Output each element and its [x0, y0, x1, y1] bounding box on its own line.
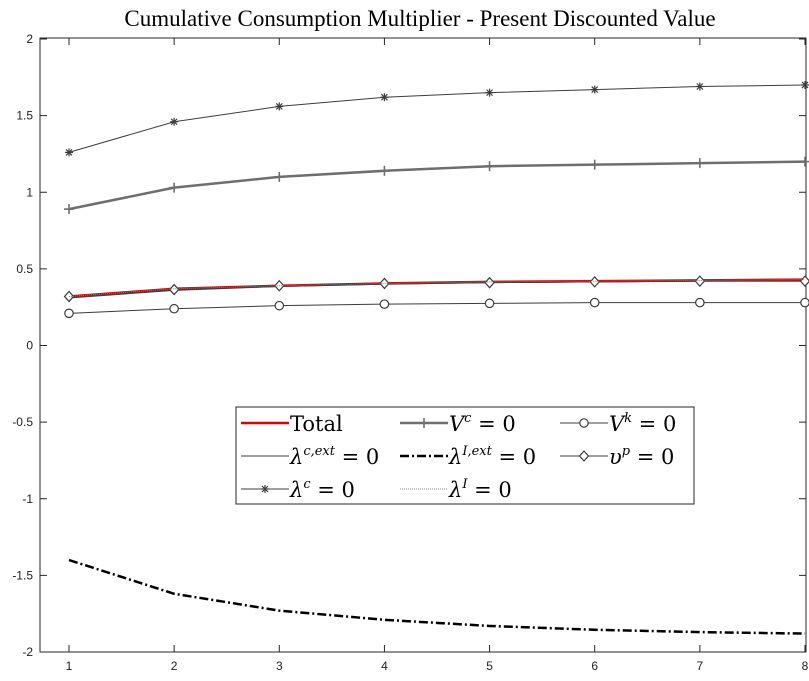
series-6-point: [589, 276, 601, 288]
legend-item-7-marker: [261, 485, 269, 493]
series-7-point: [590, 85, 599, 94]
series-8: [68, 279, 806, 297]
series-2-point: [379, 165, 390, 176]
legend-item-4-label: λc,ext = 0: [289, 444, 379, 469]
chart-title: Cumulative Consumption Multiplier - Pres…: [124, 6, 715, 31]
x-tick-label: 3: [276, 659, 283, 673]
series-2: [64, 156, 809, 215]
x-tick-label: 7: [697, 659, 704, 673]
x-tick-label: 5: [486, 659, 493, 673]
y-tick-label: 0: [26, 339, 33, 353]
x-tick-label: 4: [381, 659, 388, 673]
series-7-point: [485, 88, 494, 97]
series-3: [64, 297, 809, 319]
y-tick-label: -1.5: [12, 568, 33, 582]
series-2-point: [694, 158, 705, 169]
y-tick-label: 1.5: [16, 109, 33, 123]
legend-item-6: υp = 0: [560, 444, 674, 469]
legend-item-7: λc = 0: [241, 477, 355, 502]
legend-item-5: λI,ext = 0: [400, 444, 536, 469]
series-6-point: [484, 276, 495, 289]
legend-item-1: Total: [241, 412, 343, 436]
legend-item-2-label: Vc = 0: [449, 411, 516, 436]
legend-item-6-label: υp = 0: [609, 444, 674, 469]
series-3-line: [68, 302, 805, 314]
series-7-point: [170, 117, 179, 126]
legend: Total Vc = 0 Vk = 0 λc,ext = 0 λI,ext = 0 υp …: [235, 406, 695, 505]
series-3-point: [64, 308, 74, 319]
series-6-point: [379, 277, 390, 290]
series-3-point: [800, 297, 809, 308]
series-2-point: [64, 204, 74, 215]
y-tick-label: -1: [22, 492, 33, 506]
legend-item-3-label: Vk = 0: [609, 411, 676, 436]
series-7-point: [380, 93, 389, 102]
series-2-point: [484, 161, 495, 172]
series-7-point: [801, 80, 809, 89]
y-tick-label: -2: [22, 645, 33, 659]
series-2-line: [68, 160, 806, 211]
x-tick-label: 2: [171, 659, 178, 673]
y-tick-label: -0.5: [12, 415, 33, 429]
series-2-point: [169, 182, 180, 193]
series-2-point: [589, 159, 600, 170]
legend-box: [235, 406, 695, 505]
series-2-point: [800, 156, 809, 167]
series-5-line: [68, 558, 806, 635]
x-tick-label: 6: [591, 659, 598, 673]
legend-item-3-marker: [579, 418, 589, 428]
series-6-point: [799, 275, 809, 288]
y-tick-label: 2: [26, 32, 33, 46]
legend-item-8-label: λI = 0: [448, 477, 512, 502]
series-7-point: [65, 148, 73, 157]
series-3-point: [484, 298, 495, 309]
legend-item-7-label: λc = 0: [289, 477, 355, 502]
legend-item-2-marker: [419, 418, 429, 428]
series-3-point: [169, 303, 179, 314]
series-6-point: [168, 283, 180, 296]
legend-item-6-marker: [578, 450, 590, 462]
series-3-point: [695, 297, 705, 308]
series-5: [68, 558, 806, 635]
x-tick-label: 1: [66, 659, 73, 673]
legend-item-1-label: Total: [290, 412, 343, 436]
series-7: [65, 80, 809, 157]
series-2-point: [274, 171, 285, 182]
series-6-point: [694, 275, 706, 288]
legend-item-8: λI = 0: [400, 477, 512, 502]
series-3-point: [274, 300, 285, 311]
axis-ticks: 1 2 3 4 5 6 7 8 -2 -1.5 -1 -0.5 0 0.5 1 1.5 2: [12, 32, 808, 673]
y-tick-label: 1: [26, 185, 33, 199]
series-3-point: [589, 297, 600, 308]
series-7-point: [275, 102, 284, 111]
series-8-line: [68, 279, 806, 297]
legend-item-2: Vc = 0: [400, 411, 516, 436]
legend-item-4: λc,ext = 0: [241, 444, 379, 469]
legend-item-3: Vk = 0: [560, 411, 676, 436]
legend-item-5-label: λI,ext = 0: [448, 444, 536, 469]
series-3-point: [379, 299, 390, 309]
x-tick-label: 8: [802, 659, 809, 673]
series-layer: [63, 80, 809, 635]
series-7-point: [695, 82, 704, 91]
y-tick-label: 0.5: [16, 262, 33, 276]
series-7-line: [68, 84, 806, 153]
plot-area: [39, 37, 807, 653]
